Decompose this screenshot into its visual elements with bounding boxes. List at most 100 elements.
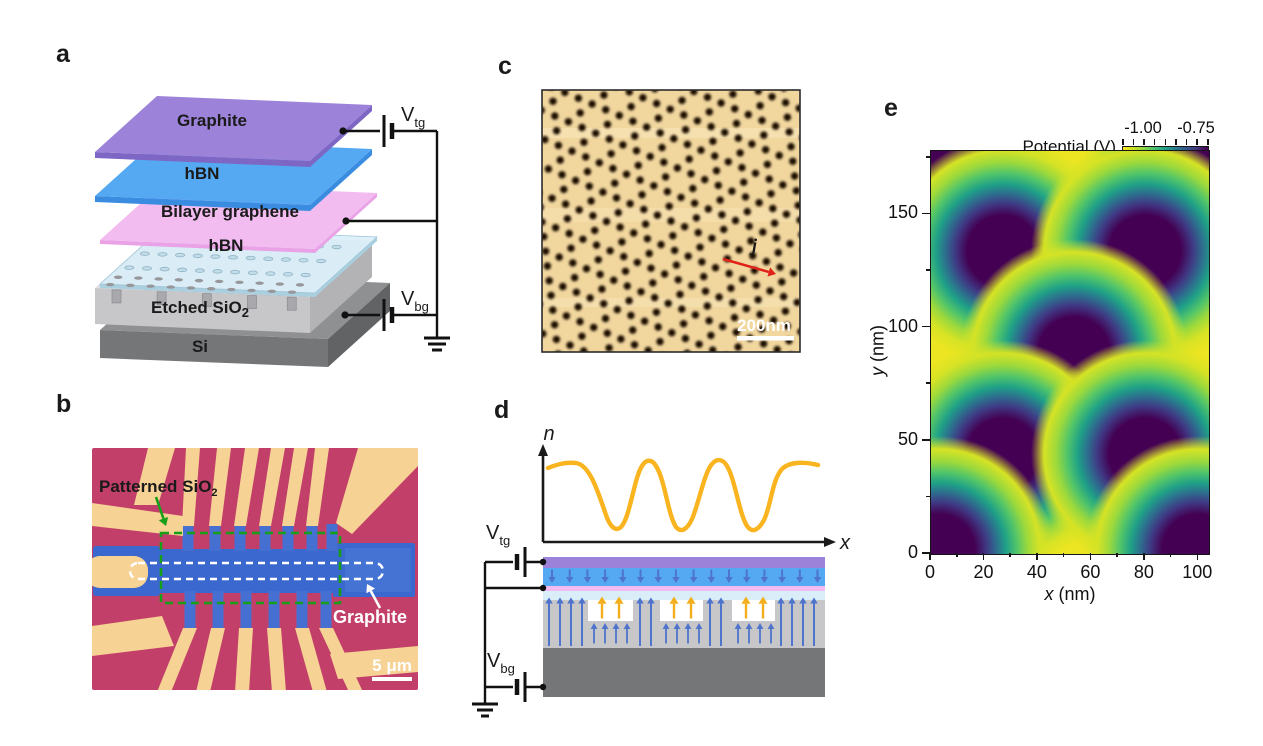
n-axis-label: n (543, 423, 554, 445)
hbn-pale-side-edge (315, 237, 377, 297)
si-side-face (328, 283, 390, 367)
x-tick (1196, 553, 1199, 560)
colorbar-tick-label: -1.00 (1124, 119, 1162, 137)
y-tick-label: 0 (907, 542, 918, 562)
contact-dot-graphite (339, 127, 347, 135)
contact-dot-si (341, 311, 349, 319)
etched-holes-decor (105, 237, 342, 311)
electric-field-arrows (545, 569, 822, 646)
y-tick (922, 212, 930, 215)
afm-frame (541, 89, 801, 353)
gold-electrodes (92, 448, 418, 690)
hbn-bottom-label: hBN (209, 236, 244, 255)
etched-sio2-label: Etched SiO2 (151, 298, 249, 320)
si-label: Si (192, 337, 208, 356)
d-hbn-top-layer (543, 568, 825, 586)
d-trench (588, 600, 633, 621)
panel-e-potential-map: e -1.00 -0.75 Potential (V) 0 20 40 60 80 100… (860, 90, 1263, 650)
x-tick-label: 60 (1080, 562, 1101, 582)
carrier-density-curve (545, 457, 821, 533)
y-tick (922, 325, 930, 328)
y-axis-title: y (nm) (867, 325, 888, 376)
bilayer-label: Bilayer graphene (161, 202, 299, 221)
panel-e-label: e (884, 94, 898, 122)
panel-a-device-stack: a Graphite hBN Bilayer graphene hBN Etch… (56, 40, 450, 367)
graphite-annotation-label: Graphite (333, 607, 407, 627)
hbn-side-edge (310, 149, 372, 211)
x-tick (982, 553, 985, 560)
flake-fingers (182, 524, 338, 629)
sio2-side-face (310, 241, 372, 333)
x-tick-label: 40 (1026, 562, 1047, 582)
y-minor-tick (926, 155, 930, 158)
annotation-arrows-b (154, 496, 382, 609)
x-tick (1143, 553, 1145, 560)
vtg-label-d: Vtg (486, 522, 510, 548)
panel-b-label: b (56, 390, 71, 418)
d-graphite-layer (543, 557, 825, 568)
vtg-label-a: Vtg (401, 104, 425, 130)
panel-a-label: a (56, 40, 71, 68)
d-bilayer-layer (543, 586, 825, 591)
current-direction-label: j (749, 235, 758, 255)
scalebar-b (372, 677, 412, 681)
x-tick-label: 100 (1182, 562, 1213, 582)
panel-b-optical-micrograph: b (56, 390, 418, 690)
n-axis-arrowhead (538, 444, 548, 456)
y-minor-tick (926, 269, 930, 271)
y-tick-label: 50 (897, 428, 918, 449)
x-minor-tick (1009, 553, 1011, 557)
scalebar-label-b: 5 μm (372, 656, 412, 675)
patterned-sio2-outline (159, 531, 342, 605)
x-tick (1089, 553, 1092, 560)
afm-topography: j 200nm (542, 90, 800, 352)
d-contact-back-gate (539, 683, 547, 691)
contact-dot-bilayer (342, 217, 350, 225)
colorbar-tick (1196, 139, 1198, 145)
graphite-side-edge (310, 105, 372, 167)
y-tick (922, 438, 930, 441)
colorbar-tick (1153, 139, 1156, 145)
d-trench (660, 600, 703, 621)
x-minor-tick (1169, 553, 1172, 557)
d-hbn-bottom-layer (543, 591, 825, 600)
y-minor-tick (926, 495, 930, 498)
hbn-front-edge (95, 196, 310, 211)
panel-d-label: d (494, 396, 509, 424)
gate-circuit-d (472, 547, 543, 718)
gate-circuit-a (343, 115, 450, 352)
scalebar-label-c: 200nm (737, 316, 791, 335)
x-minor-tick (955, 553, 958, 557)
x-tick-label: 0 (924, 562, 935, 582)
colorbar-tick (1207, 139, 1209, 145)
colorbar-tick (1132, 139, 1135, 145)
y-tick-label: 100 (887, 315, 918, 336)
x-tick (1036, 553, 1038, 560)
y-minor-tick (926, 382, 930, 384)
d-si-layer (543, 648, 825, 697)
x-tick-label: 20 (973, 562, 994, 582)
y-tick (922, 552, 930, 554)
hbn-top-label: hBN (185, 164, 220, 183)
x-minor-tick (1062, 553, 1065, 557)
current-arrow-group (722, 257, 776, 277)
vbg-label-a: Vbg (401, 288, 429, 314)
nx-axes (541, 455, 827, 544)
d-trench (732, 600, 775, 621)
potential-heatmap (930, 150, 1210, 555)
x-axis-arrowhead (824, 537, 836, 547)
x-axis-title: x (nm) (1044, 584, 1096, 604)
panel-c-label: c (498, 52, 512, 80)
x-minor-tick (1116, 553, 1118, 557)
bilayer-front-edge (100, 240, 315, 253)
x-axis-label: x (839, 532, 851, 554)
x-tick (929, 553, 931, 560)
d-contact-top-gate (539, 558, 547, 566)
flake-highlight (345, 548, 411, 592)
panel-d-modulation-schematic: d n x (472, 396, 851, 718)
colorbar-tick (1164, 139, 1166, 145)
colorbar-tick-label: -0.75 (1177, 119, 1215, 137)
graphite-label: Graphite (177, 111, 247, 130)
d-contact-bilayer (539, 584, 547, 592)
